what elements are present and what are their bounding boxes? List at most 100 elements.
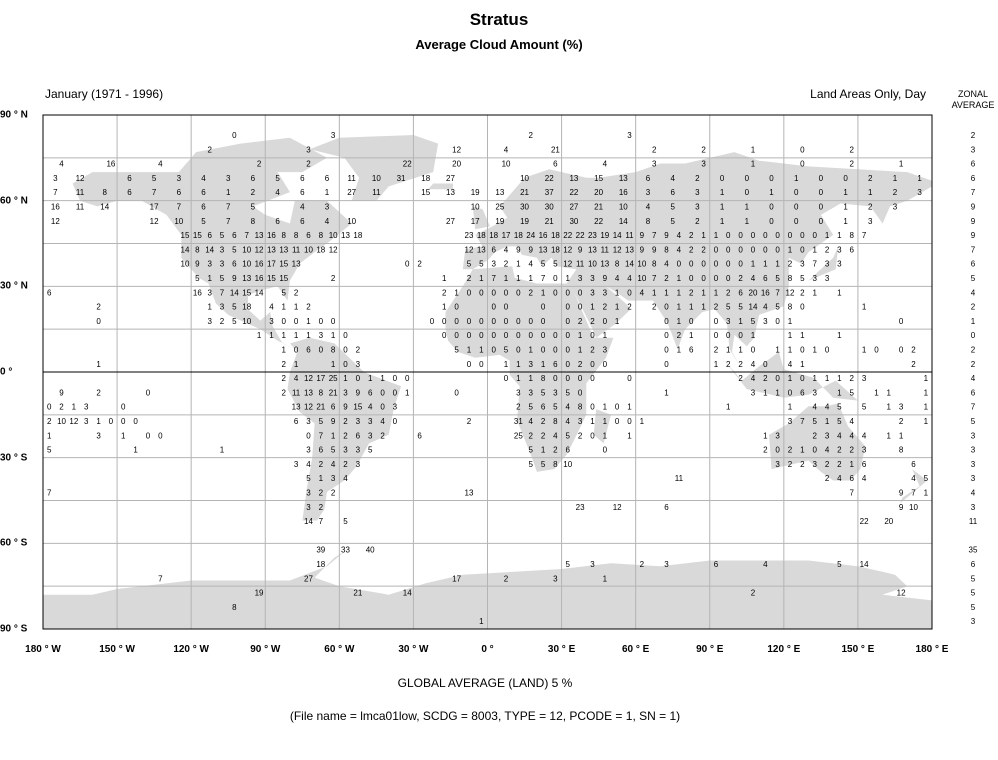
cell-value: 4 bbox=[862, 431, 867, 440]
cell-value: 13 bbox=[255, 231, 264, 240]
cell-value: 31 bbox=[514, 417, 523, 426]
cell-value: 2 bbox=[504, 574, 509, 583]
cell-value: 8 bbox=[788, 303, 793, 312]
cell-value: 0 bbox=[553, 331, 558, 340]
cell-value: 2 bbox=[578, 431, 583, 440]
cell-value: 6 bbox=[251, 174, 256, 183]
cell-value: 3 bbox=[893, 203, 898, 212]
cell-value: 30 bbox=[545, 203, 554, 212]
cell-value: 7 bbox=[491, 274, 496, 283]
cell-value: 13 bbox=[292, 260, 301, 269]
cell-value: 3 bbox=[837, 260, 842, 269]
cell-value: 27 bbox=[304, 574, 313, 583]
cell-value: 6 bbox=[127, 188, 132, 197]
cell-value: 10 bbox=[242, 260, 251, 269]
cell-value: 2 bbox=[640, 560, 645, 569]
cell-value: 1 bbox=[133, 446, 138, 455]
cell-value: 1 bbox=[442, 274, 447, 283]
cell-value: 0 bbox=[726, 274, 731, 283]
cell-value: 6 bbox=[300, 188, 305, 197]
cell-value: 0 bbox=[405, 374, 410, 383]
zonal-average-value: 9 bbox=[971, 203, 976, 212]
cell-value: 4 bbox=[862, 474, 867, 483]
cell-value: 10 bbox=[372, 174, 381, 183]
cell-value: 3 bbox=[553, 574, 558, 583]
cell-value: 0 bbox=[769, 203, 774, 212]
cell-value: 12 bbox=[452, 145, 461, 154]
cell-value: 0 bbox=[553, 274, 558, 283]
cell-value: 3 bbox=[726, 317, 731, 326]
cell-value: 19 bbox=[495, 217, 504, 226]
cell-value: 0 bbox=[491, 346, 496, 355]
cell-value: 1 bbox=[257, 331, 262, 340]
cell-value: 2 bbox=[825, 460, 830, 469]
cell-value: 1 bbox=[843, 188, 848, 197]
cell-value: 0 bbox=[146, 431, 151, 440]
cell-value: 0 bbox=[874, 346, 879, 355]
cell-value: 25 bbox=[495, 203, 504, 212]
cell-value: 1 bbox=[516, 274, 521, 283]
cell-value: 2 bbox=[220, 317, 225, 326]
cell-value: 9 bbox=[516, 245, 521, 254]
cell-value: 3 bbox=[319, 331, 324, 340]
cell-value: 25 bbox=[329, 374, 338, 383]
zonal-average-value: 3 bbox=[971, 474, 976, 483]
cell-value: 30 bbox=[569, 217, 578, 226]
cell-value: 4 bbox=[837, 431, 842, 440]
latitude-label: 30 ° N bbox=[0, 280, 28, 292]
cell-value: 1 bbox=[331, 331, 336, 340]
cell-value: 1 bbox=[306, 317, 311, 326]
cell-value: 2 bbox=[578, 360, 583, 369]
cell-value: 2 bbox=[738, 274, 743, 283]
cell-value: 0 bbox=[380, 388, 385, 397]
cell-value: 0 bbox=[331, 317, 336, 326]
cell-value: 4 bbox=[603, 160, 608, 169]
cell-value: 4 bbox=[553, 431, 558, 440]
cell-value: 3 bbox=[603, 346, 608, 355]
cell-value: 1 bbox=[751, 145, 756, 154]
cell-value: 2 bbox=[467, 417, 472, 426]
cell-value: 6 bbox=[275, 217, 280, 226]
cell-value: 1 bbox=[294, 360, 299, 369]
cell-value: 6 bbox=[356, 431, 361, 440]
cell-value: 4 bbox=[615, 274, 620, 283]
cell-value: 0 bbox=[794, 188, 799, 197]
land-mass bbox=[178, 137, 327, 173]
cell-value: 0 bbox=[745, 188, 750, 197]
cell-value: 0 bbox=[775, 374, 780, 383]
cell-value: 4 bbox=[751, 374, 756, 383]
cell-value: 30 bbox=[520, 203, 529, 212]
cell-value: 7 bbox=[158, 574, 163, 583]
cell-value: 0 bbox=[467, 317, 472, 326]
cell-value: 0 bbox=[726, 245, 731, 254]
zonal-average-value: 2 bbox=[971, 131, 976, 140]
cell-value: 3 bbox=[220, 303, 225, 312]
land-mass bbox=[287, 337, 402, 521]
cell-value: 5 bbox=[553, 403, 558, 412]
cell-value: 1 bbox=[714, 288, 719, 297]
cell-value: 6 bbox=[553, 160, 558, 169]
cell-value: 0 bbox=[794, 203, 799, 212]
cell-value: 0 bbox=[720, 174, 725, 183]
cell-value: 4 bbox=[850, 417, 855, 426]
cell-value: 9 bbox=[331, 417, 336, 426]
cell-value: 2 bbox=[282, 360, 287, 369]
cell-value: 8 bbox=[652, 260, 657, 269]
cell-value: 3 bbox=[862, 446, 867, 455]
cell-value: 3 bbox=[868, 217, 873, 226]
cell-value: 1 bbox=[837, 388, 842, 397]
cell-value: 15 bbox=[279, 274, 288, 283]
cell-value: 13 bbox=[341, 231, 350, 240]
cell-value: 1 bbox=[541, 360, 546, 369]
cell-value: 6 bbox=[294, 417, 299, 426]
cell-value: 3 bbox=[356, 446, 361, 455]
cell-value: 3 bbox=[53, 174, 58, 183]
cell-value: 1 bbox=[220, 446, 225, 455]
cell-value: 2 bbox=[714, 346, 719, 355]
cell-value: 11 bbox=[601, 245, 610, 254]
cell-value: 1 bbox=[380, 374, 385, 383]
cell-value: 12 bbox=[786, 288, 795, 297]
cell-value: 10 bbox=[637, 260, 646, 269]
cell-value: 10 bbox=[563, 460, 572, 469]
cell-value: 7 bbox=[177, 203, 182, 212]
